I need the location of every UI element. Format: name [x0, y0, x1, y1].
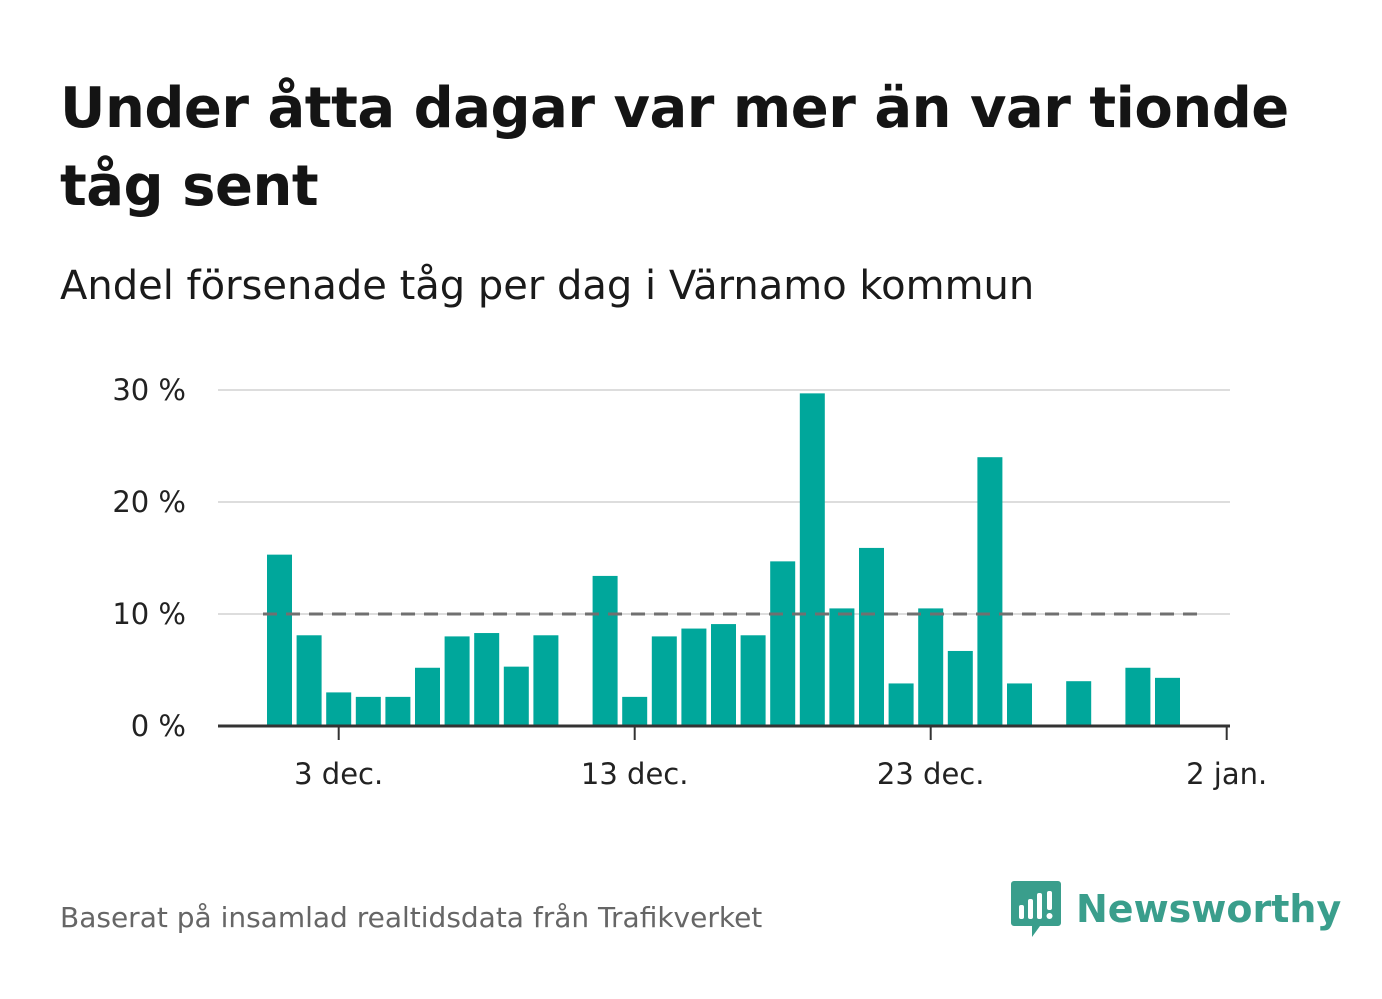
brand-name: Newsworthy [1076, 887, 1342, 931]
brand: Newsworthy [1010, 878, 1341, 940]
bar [1066, 681, 1092, 726]
bar [1007, 683, 1032, 726]
x-tick-label: 3 dec. [294, 757, 383, 791]
gridlines [218, 389, 1230, 615]
bar [385, 696, 411, 726]
bar [326, 692, 352, 726]
x-tick-label: 2 jan. [1186, 757, 1267, 791]
bar [651, 636, 677, 726]
bars [267, 393, 1180, 726]
bar [888, 683, 914, 726]
bar [415, 667, 440, 726]
bar [592, 575, 618, 726]
bar [267, 554, 292, 726]
bar [355, 696, 381, 726]
bar [799, 393, 825, 726]
bar [503, 666, 529, 726]
bar [711, 624, 736, 726]
y-tick-label: 20 % [112, 485, 186, 519]
y-tick-label: 30 % [112, 373, 186, 407]
y-tick-label: 0 % [131, 709, 186, 743]
bar [859, 547, 884, 726]
chart-subtitle: Andel försenade tåg per dag i Värnamo ko… [60, 263, 1035, 309]
bar [740, 635, 766, 726]
bar [977, 457, 1003, 726]
bar [1155, 677, 1180, 726]
bar [829, 608, 855, 726]
x-tick-label: 13 dec. [581, 757, 689, 791]
bar [533, 635, 559, 726]
source-note: Baserat på insamlad realtidsdata från Tr… [60, 901, 763, 934]
bar [770, 561, 796, 726]
bar [474, 633, 500, 726]
bar [1125, 667, 1151, 726]
bar-chart: 0 % 10 % 20 % 30 % 3 dec. 13 dec. 23 dec. 2 jan… [112, 373, 1267, 791]
bar [444, 636, 470, 726]
bar [622, 696, 648, 726]
bar [296, 635, 322, 726]
chart-title: Under åtta dagar var mer än var tionde t… [60, 76, 1289, 219]
y-tick-label: 10 % [112, 597, 186, 631]
x-tick-label: 23 dec. [877, 757, 985, 791]
axes: 0 % 10 % 20 % 30 % 3 dec. 13 dec. 23 dec. 2 jan… [112, 373, 1267, 791]
bar [947, 650, 973, 726]
bar [681, 628, 707, 726]
newsworthy-logo-icon [1011, 881, 1061, 937]
bar [918, 608, 944, 726]
